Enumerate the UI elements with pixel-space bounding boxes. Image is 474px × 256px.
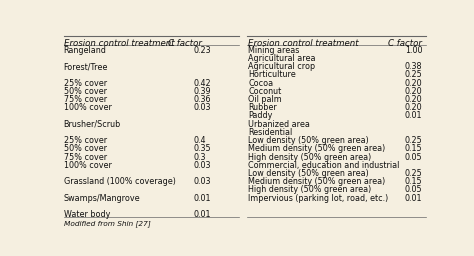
Text: 0.01: 0.01 (193, 194, 211, 202)
Text: 100% cover: 100% cover (64, 161, 111, 170)
Text: 0.20: 0.20 (405, 95, 422, 104)
Text: 0.20: 0.20 (405, 87, 422, 96)
Text: 0.25: 0.25 (404, 169, 422, 178)
Text: 0.01: 0.01 (405, 194, 422, 202)
Text: 75% cover: 75% cover (64, 95, 107, 104)
Text: 100% cover: 100% cover (64, 103, 111, 112)
Text: Erosion control treatment: Erosion control treatment (64, 39, 174, 48)
Text: 0.35: 0.35 (193, 144, 211, 153)
Text: 50% cover: 50% cover (64, 87, 107, 96)
Text: High density (50% green area): High density (50% green area) (248, 185, 372, 194)
Text: 25% cover: 25% cover (64, 136, 107, 145)
Text: 0.15: 0.15 (405, 144, 422, 153)
Text: 0.3: 0.3 (193, 153, 206, 162)
Text: Erosion control treatment: Erosion control treatment (248, 39, 359, 48)
Text: 0.05: 0.05 (405, 185, 422, 194)
Text: Low density (50% green area): Low density (50% green area) (248, 136, 369, 145)
Text: 0.25: 0.25 (404, 136, 422, 145)
Text: 0.39: 0.39 (193, 87, 211, 96)
Text: 0.25: 0.25 (404, 70, 422, 79)
Text: Agricultural crop: Agricultural crop (248, 62, 316, 71)
Text: 0.20: 0.20 (405, 79, 422, 88)
Text: Urbanized area: Urbanized area (248, 120, 310, 129)
Text: Low density (50% green area): Low density (50% green area) (248, 169, 369, 178)
Text: 0.03: 0.03 (193, 103, 211, 112)
Text: Water body: Water body (64, 210, 110, 219)
Text: High density (50% green area): High density (50% green area) (248, 153, 372, 162)
Text: Mining areas: Mining areas (248, 46, 300, 55)
Text: Oil palm: Oil palm (248, 95, 282, 104)
Text: Commercial, education and industrial: Commercial, education and industrial (248, 161, 400, 170)
Text: 0.01: 0.01 (193, 210, 211, 219)
Text: Medium density (50% green area): Medium density (50% green area) (248, 144, 386, 153)
Text: Medium density (50% green area): Medium density (50% green area) (248, 177, 386, 186)
Text: Swamps/Mangrove: Swamps/Mangrove (64, 194, 140, 202)
Text: 50% cover: 50% cover (64, 144, 107, 153)
Text: 75% cover: 75% cover (64, 153, 107, 162)
Text: 0.4: 0.4 (193, 136, 206, 145)
Text: 0.15: 0.15 (405, 177, 422, 186)
Text: Rubber: Rubber (248, 103, 277, 112)
Text: Impervious (parking lot, road, etc.): Impervious (parking lot, road, etc.) (248, 194, 389, 202)
Text: 0.03: 0.03 (193, 161, 211, 170)
Text: 0.01: 0.01 (405, 111, 422, 121)
Text: 1.00: 1.00 (405, 46, 422, 55)
Text: Cocoa: Cocoa (248, 79, 273, 88)
Text: 0.23: 0.23 (193, 46, 211, 55)
Text: 25% cover: 25% cover (64, 79, 107, 88)
Text: Paddy: Paddy (248, 111, 273, 121)
Text: Rangeland: Rangeland (64, 46, 107, 55)
Text: Forest/Tree: Forest/Tree (64, 62, 108, 71)
Text: 0.05: 0.05 (405, 153, 422, 162)
Text: Brusher/Scrub: Brusher/Scrub (64, 120, 121, 129)
Text: Coconut: Coconut (248, 87, 282, 96)
Text: Modified from Shin [27]: Modified from Shin [27] (64, 220, 150, 227)
Text: Residential: Residential (248, 128, 292, 137)
Text: 0.42: 0.42 (193, 79, 211, 88)
Text: 0.20: 0.20 (405, 103, 422, 112)
Text: C factor: C factor (388, 39, 422, 48)
Text: 0.36: 0.36 (193, 95, 211, 104)
Text: C factor: C factor (168, 39, 201, 48)
Text: Agricultural area: Agricultural area (248, 54, 316, 63)
Text: 0.03: 0.03 (193, 177, 211, 186)
Text: Grassland (100% coverage): Grassland (100% coverage) (64, 177, 175, 186)
Text: 0.38: 0.38 (405, 62, 422, 71)
Text: Horticulture: Horticulture (248, 70, 296, 79)
